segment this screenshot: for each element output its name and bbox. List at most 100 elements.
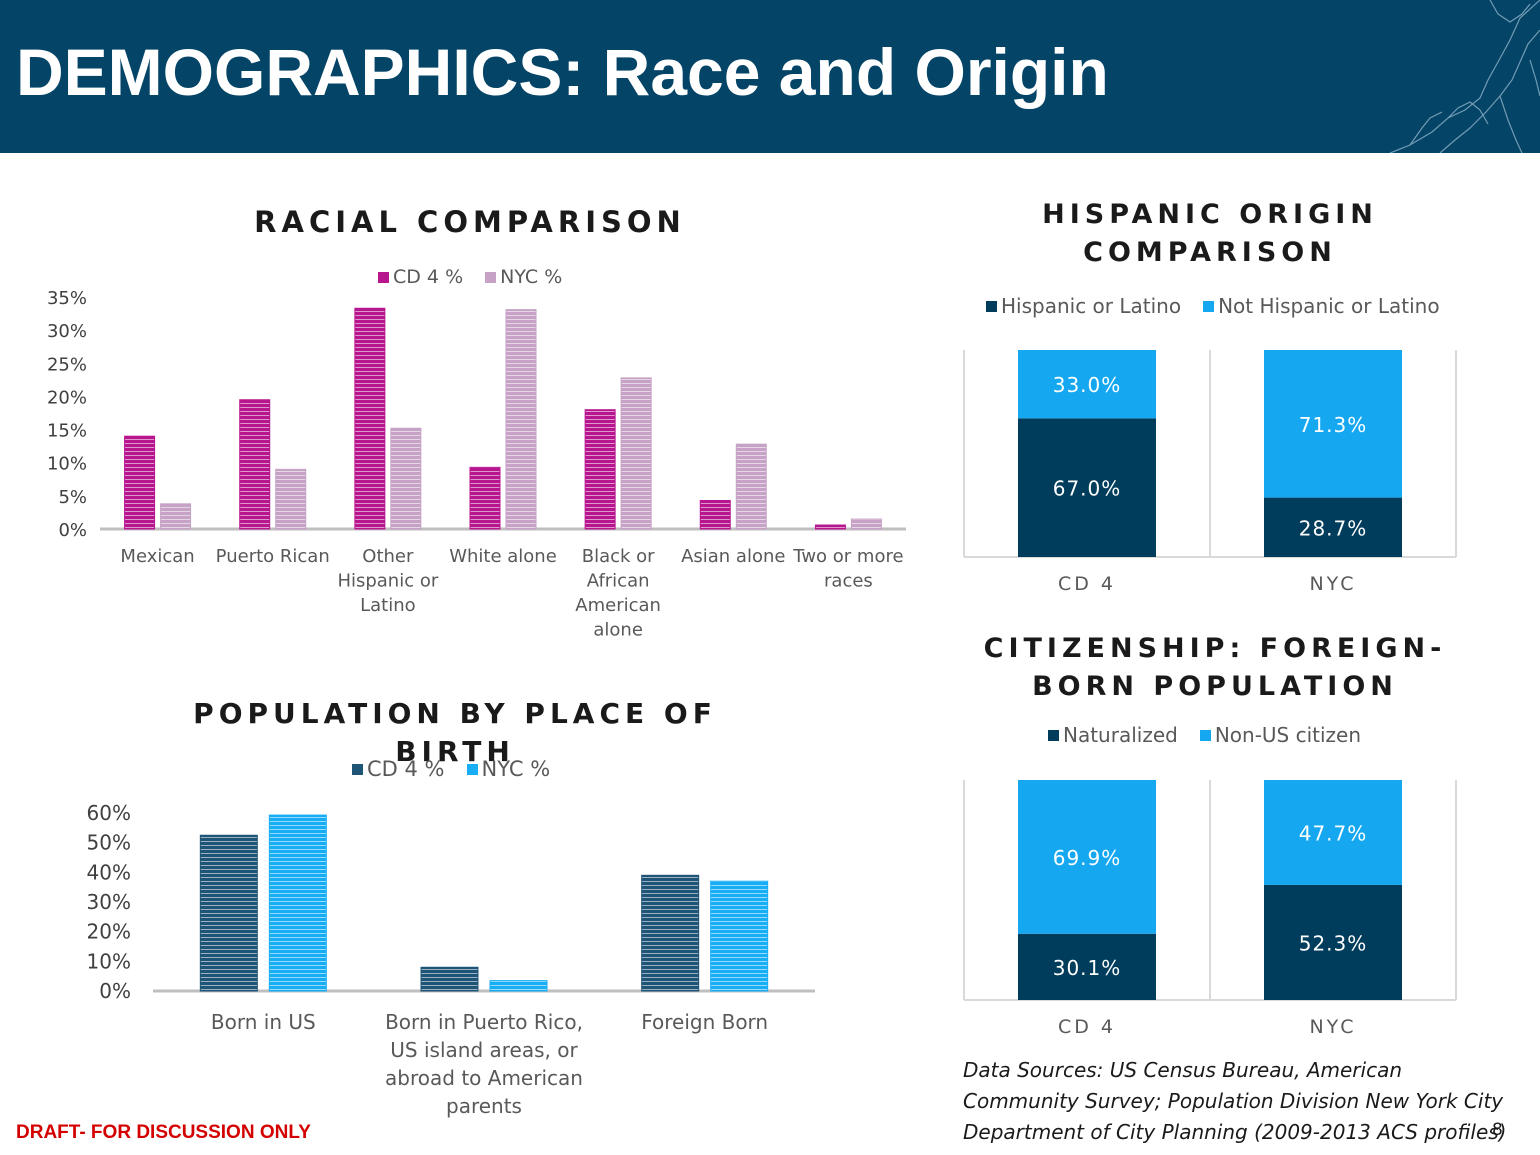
legend-item-naturalized: Naturalized bbox=[1048, 723, 1178, 747]
bar-cd4 bbox=[814, 524, 846, 530]
draft-notice: DRAFT- FOR DISCUSSION ONLY bbox=[16, 1122, 311, 1143]
x-category-label: alone bbox=[593, 620, 643, 641]
bar-nyc bbox=[710, 880, 769, 992]
x-category-label: African bbox=[587, 571, 650, 592]
y-tick-label: 15% bbox=[47, 421, 87, 442]
x-category-label: Hispanic or bbox=[337, 571, 438, 592]
y-tick-label: 20% bbox=[87, 920, 131, 944]
bar-segment-upper bbox=[1264, 350, 1402, 498]
x-category-label: Latino bbox=[360, 595, 416, 616]
citizenship-title-line-1: CITIZENSHIP: FOREIGN- bbox=[983, 633, 1447, 664]
bar-cd4 bbox=[239, 399, 271, 530]
legend-item-cd4: CD 4 % bbox=[378, 266, 463, 288]
data-label: 30.1% bbox=[1053, 956, 1122, 980]
x-category-label: US island areas, or bbox=[390, 1038, 578, 1062]
bar-nyc bbox=[735, 443, 767, 530]
bar-nyc bbox=[489, 980, 548, 992]
x-category-label: races bbox=[824, 571, 873, 592]
x-category-label: NYC bbox=[1309, 573, 1356, 595]
y-tick-label: 40% bbox=[87, 860, 131, 884]
legend-item-hispanic: Hispanic or Latino bbox=[986, 294, 1181, 318]
x-category-label: CD 4 bbox=[1058, 573, 1116, 595]
data-label: 28.7% bbox=[1299, 516, 1368, 540]
legend-item-not-hispanic: Not Hispanic or Latino bbox=[1203, 294, 1440, 318]
bar-nyc bbox=[390, 427, 422, 530]
bar-segment-lower bbox=[1264, 497, 1402, 557]
y-tick-label: 10% bbox=[47, 454, 87, 475]
header-bar: DEMOGRAPHICS: Race and Origin bbox=[0, 0, 1540, 153]
data-label: 33.0% bbox=[1053, 373, 1122, 397]
bar-nyc bbox=[505, 309, 537, 530]
y-tick-label: 60% bbox=[87, 801, 131, 825]
y-tick-label: 20% bbox=[47, 387, 87, 408]
y-tick-label: 10% bbox=[87, 949, 131, 973]
x-category-label: parents bbox=[446, 1094, 522, 1118]
x-category-label: Born in US bbox=[211, 1010, 316, 1034]
legend-item-non-citizen: Non-US citizen bbox=[1199, 723, 1362, 747]
racial-comparison-chart: 35% 30% 25% 20% 15% 10% 5% 0% Mexican Puerto Rica… bbox=[47, 288, 906, 641]
hispanic-origin-chart: 67.0% 33.0% CD 4 28.7% 71.3% NYC bbox=[963, 350, 1457, 595]
bar-segment-upper bbox=[1018, 350, 1156, 419]
x-category-label: White alone bbox=[449, 546, 557, 567]
y-tick-label: 5% bbox=[58, 487, 87, 508]
legend-label-non-citizen: Non-US citizen bbox=[1214, 723, 1362, 747]
bar-cd4 bbox=[641, 874, 700, 992]
bar-nyc bbox=[268, 814, 327, 992]
bar-nyc bbox=[275, 468, 307, 530]
hispanic-chart-title: HISPANIC ORIGIN COMPARISON bbox=[960, 196, 1460, 272]
x-category-label: Puerto Rican bbox=[216, 546, 330, 567]
y-tick-label: 0% bbox=[99, 979, 131, 1003]
x-category-label: Other bbox=[362, 546, 414, 567]
racial-chart-title: RACIAL COMPARISON bbox=[254, 205, 686, 239]
citizenship-chart-title: CITIZENSHIP: FOREIGN- BORN POPULATION bbox=[960, 630, 1470, 706]
data-label: 67.0% bbox=[1053, 477, 1122, 501]
legend-item-cd4: CD 4 % bbox=[352, 757, 445, 781]
data-label: 47.7% bbox=[1299, 821, 1368, 845]
bar-cd4 bbox=[469, 466, 501, 530]
page-number: 8 bbox=[1492, 1120, 1503, 1140]
x-category-label: abroad to American bbox=[385, 1066, 583, 1090]
bar-segment-upper bbox=[1018, 780, 1156, 934]
y-tick-label: 50% bbox=[87, 831, 131, 855]
y-tick-label: 25% bbox=[47, 354, 87, 375]
bar-cd4 bbox=[124, 435, 156, 530]
bar-nyc bbox=[620, 377, 652, 530]
legend-label-naturalized: Naturalized bbox=[1063, 723, 1178, 747]
x-category-label: Asian alone bbox=[681, 546, 785, 567]
bar-segment-upper bbox=[1264, 780, 1402, 885]
data-label: 69.9% bbox=[1053, 846, 1122, 870]
x-category-label: Born in Puerto Rico, bbox=[385, 1010, 583, 1034]
legend-label-cd4: CD 4 % bbox=[393, 266, 464, 288]
place-of-birth-chart: 60% 50% 40% 30% 20% 10% 0% Born in US Born in Pu… bbox=[87, 801, 815, 1118]
citizenship-legend: Naturalized Non-US citizen bbox=[1048, 723, 1361, 747]
page-title: DEMOGRAPHICS: Race and Origin bbox=[16, 35, 1109, 109]
x-category-label: Mexican bbox=[120, 546, 194, 567]
bar-segment-lower bbox=[1018, 418, 1156, 557]
x-category-label: Two or more bbox=[792, 546, 903, 567]
legend-label-nyc: NYC % bbox=[481, 757, 551, 781]
citizenship-title-line-2: BORN POPULATION bbox=[1032, 671, 1398, 702]
bar-cd4 bbox=[199, 834, 258, 992]
legend-item-nyc: NYC % bbox=[485, 266, 562, 288]
legend-label-cd4: CD 4 % bbox=[367, 757, 445, 781]
x-category-label: American bbox=[575, 595, 661, 616]
bar-nyc bbox=[850, 518, 882, 530]
bar-segment-lower bbox=[1018, 933, 1156, 1000]
birth-legend: CD 4 % NYC % bbox=[352, 757, 550, 781]
y-tick-label: 30% bbox=[87, 890, 131, 914]
hispanic-title-line-2: COMPARISON bbox=[1083, 237, 1337, 268]
x-category-label: Black or bbox=[582, 546, 655, 567]
data-sources-note: Data Sources: US Census Bureau, American… bbox=[963, 1058, 1507, 1144]
bar-cd4 bbox=[699, 499, 731, 530]
data-label: 52.3% bbox=[1299, 931, 1368, 955]
data-label: 71.3% bbox=[1299, 413, 1368, 437]
bar-segment-lower bbox=[1264, 884, 1402, 1000]
legend-label-not-hispanic: Not Hispanic or Latino bbox=[1218, 294, 1440, 318]
x-category-label: CD 4 bbox=[1058, 1016, 1116, 1038]
hispanic-title-line-1: HISPANIC ORIGIN bbox=[1042, 199, 1378, 230]
y-tick-label: 0% bbox=[58, 520, 87, 541]
hispanic-legend: Hispanic or Latino Not Hispanic or Latin… bbox=[986, 294, 1440, 318]
legend-item-nyc: NYC % bbox=[466, 757, 551, 781]
nyc-map-graphic bbox=[1389, 0, 1540, 153]
citizenship-chart: 30.1% 69.9% CD 4 52.3% 47.7% NYC bbox=[963, 780, 1457, 1038]
